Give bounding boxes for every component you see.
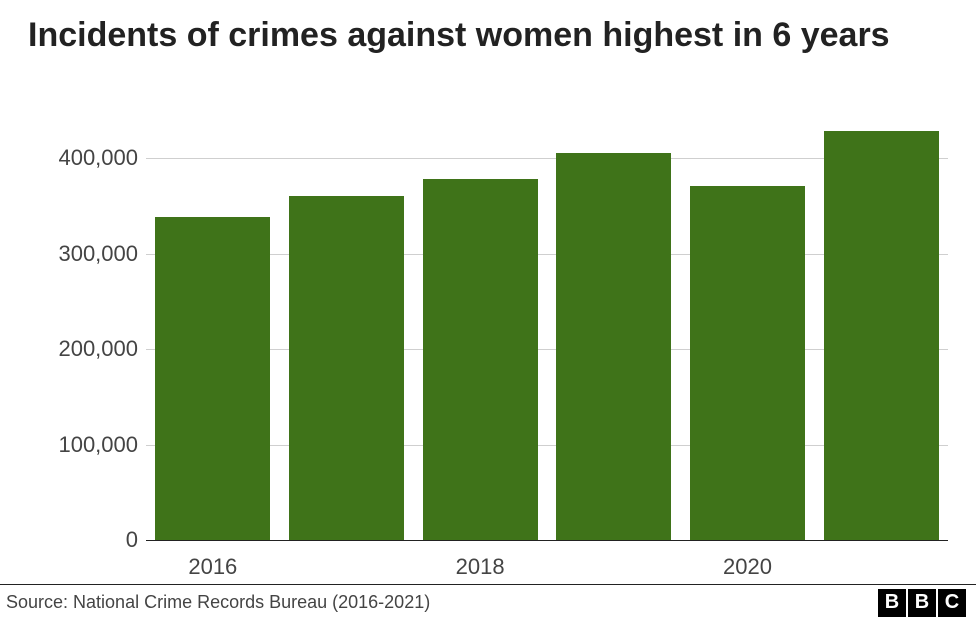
y-tick-label: 200,000: [58, 336, 138, 362]
y-tick-label: 100,000: [58, 432, 138, 458]
y-tick-label: 400,000: [58, 145, 138, 171]
chart-footer: Source: National Crime Records Bureau (2…: [0, 584, 976, 620]
plot-area: [146, 120, 948, 540]
bar: [155, 217, 270, 540]
source-text: Source: National Crime Records Bureau (2…: [6, 592, 430, 613]
y-tick-label: 0: [126, 527, 138, 553]
bar: [423, 179, 538, 540]
x-tick-label: 2016: [188, 554, 237, 580]
chart-area: 0100,000200,000300,000400,000 2016201820…: [28, 120, 948, 540]
chart-container: Incidents of crimes against women highes…: [0, 0, 976, 620]
brand-letter: B: [878, 589, 906, 617]
bar: [824, 131, 939, 540]
y-axis: 0100,000200,000300,000400,000: [28, 120, 138, 540]
brand-letter: C: [938, 589, 966, 617]
chart-title: Incidents of crimes against women highes…: [28, 16, 948, 55]
x-tick-label: 2020: [723, 554, 772, 580]
baseline: [146, 540, 948, 541]
bar: [690, 186, 805, 540]
y-tick-label: 300,000: [58, 241, 138, 267]
bar: [556, 153, 671, 540]
bar: [289, 196, 404, 540]
brand-logo: BBC: [878, 589, 966, 617]
brand-letter: B: [908, 589, 936, 617]
x-tick-label: 2018: [456, 554, 505, 580]
